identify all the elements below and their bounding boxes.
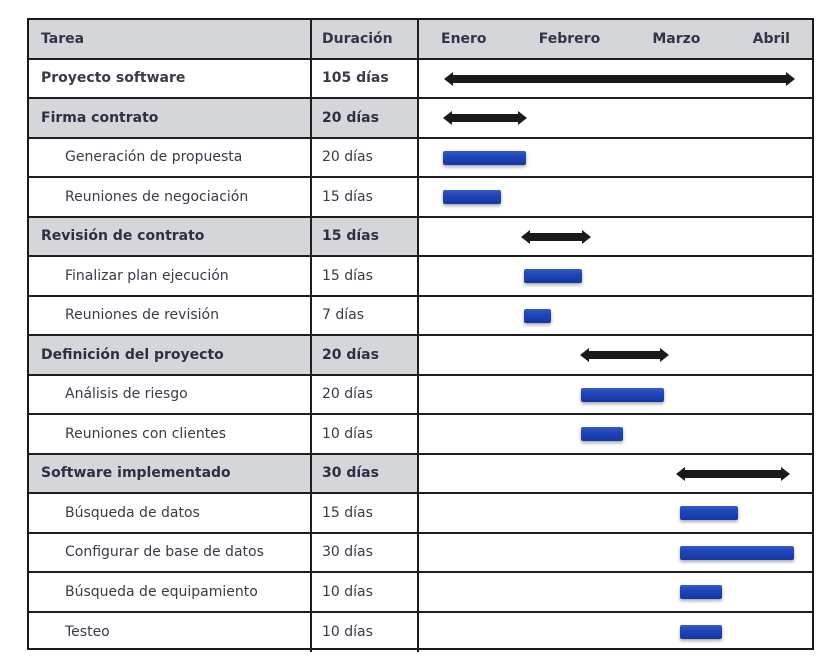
task-name: Búsqueda de equipamiento — [29, 573, 312, 611]
header-duration: Duración — [312, 20, 419, 58]
task-duration: 15 días — [312, 217, 419, 255]
timeline-cell — [419, 336, 812, 374]
table-row: Definición del proyecto 20 días — [29, 336, 812, 376]
table-row: Reuniones de negociación 15 días — [29, 178, 812, 218]
timeline-cell — [419, 60, 812, 98]
summary-span-arrow — [444, 71, 795, 86]
task-name: Búsqueda de datos — [29, 494, 312, 532]
table-row: Análisis de riesgo 20 días — [29, 375, 812, 415]
table-row: Reuniones con clientes 10 días — [29, 415, 812, 455]
task-duration: 30 días — [312, 454, 419, 492]
task-bar — [581, 427, 623, 441]
task-name: Análisis de riesgo — [29, 375, 312, 413]
task-name: Reuniones de revisión — [29, 296, 312, 334]
table-row: Reuniones de revisión 7 días — [29, 296, 812, 336]
task-bar — [524, 269, 582, 283]
table-row: Testeo 10 días — [29, 612, 812, 653]
summary-span-arrow — [521, 229, 591, 244]
timeline-cell — [419, 218, 812, 256]
timeline-cell — [419, 257, 812, 295]
timeline-cell — [419, 455, 812, 493]
task-name: Generación de propuesta — [29, 138, 312, 176]
timeline-cell — [419, 494, 812, 532]
table-row: Revisión de contrato 15 días — [29, 217, 812, 257]
task-name: Firma contrato — [29, 99, 312, 137]
task-duration: 20 días — [312, 99, 419, 137]
task-bar — [524, 308, 551, 323]
month-label: Marzo — [652, 30, 701, 47]
month-label: Febrero — [538, 30, 601, 47]
task-name: Revisión de contrato — [29, 217, 312, 255]
task-name: Reuniones de negociación — [29, 178, 312, 216]
task-name: Proyecto software — [29, 59, 312, 97]
task-bar — [680, 624, 722, 639]
task-bar — [581, 387, 664, 402]
task-duration: 7 días — [312, 296, 419, 334]
task-duration: 15 días — [312, 178, 419, 216]
table-row: Proyecto software 105 días — [29, 59, 812, 99]
task-bar — [443, 150, 526, 165]
table-row: Búsqueda de datos 15 días — [29, 494, 812, 534]
table-row: Generación de propuesta 20 días — [29, 138, 812, 178]
task-bar — [680, 585, 722, 599]
task-duration: 20 días — [312, 375, 419, 413]
gantt-chart: Tarea Duración Enero Febrero Marzo Abril… — [27, 18, 814, 653]
table-row: Búsqueda de equipamiento 10 días — [29, 573, 812, 613]
task-duration: 10 días — [312, 612, 419, 652]
month-label: Enero — [441, 30, 487, 47]
header-timeline: Enero Febrero Marzo Abril — [419, 20, 812, 58]
header-row: Tarea Duración Enero Febrero Marzo Abril — [29, 20, 812, 60]
task-duration: 15 días — [312, 257, 419, 295]
task-duration: 20 días — [312, 336, 419, 374]
timeline-cell — [419, 613, 812, 653]
task-duration: 10 días — [312, 573, 419, 611]
task-name: Testeo — [29, 612, 312, 652]
timeline-cell — [419, 297, 812, 335]
task-duration: 30 días — [312, 533, 419, 571]
task-bar — [680, 545, 794, 560]
timeline-cell — [419, 99, 812, 137]
timeline-cell — [419, 573, 812, 611]
timeline-cell — [419, 376, 812, 414]
summary-span-arrow — [676, 466, 790, 481]
task-name: Reuniones con clientes — [29, 415, 312, 453]
month-label: Abril — [752, 30, 790, 47]
timeline-cell — [419, 178, 812, 216]
timeline-cell — [419, 139, 812, 177]
table-row: Configurar de base de datos 30 días — [29, 533, 812, 573]
task-duration: 105 días — [312, 59, 419, 97]
task-name: Configurar de base de datos — [29, 533, 312, 571]
task-duration: 20 días — [312, 138, 419, 176]
task-bar — [680, 506, 738, 520]
summary-span-arrow — [443, 111, 527, 125]
table-row: Software implementado 30 días — [29, 454, 812, 494]
task-name: Finalizar plan ejecución — [29, 257, 312, 295]
table-row: Firma contrato 20 días — [29, 99, 812, 139]
summary-span-arrow — [580, 348, 669, 362]
header-task: Tarea — [29, 20, 312, 58]
task-duration: 15 días — [312, 494, 419, 532]
timeline-cell — [419, 415, 812, 453]
timeline-cell — [419, 534, 812, 572]
table-row: Finalizar plan ejecución 15 días — [29, 257, 812, 297]
task-name: Definición del proyecto — [29, 336, 312, 374]
task-duration: 10 días — [312, 415, 419, 453]
task-bar — [443, 190, 501, 204]
task-name: Software implementado — [29, 454, 312, 492]
